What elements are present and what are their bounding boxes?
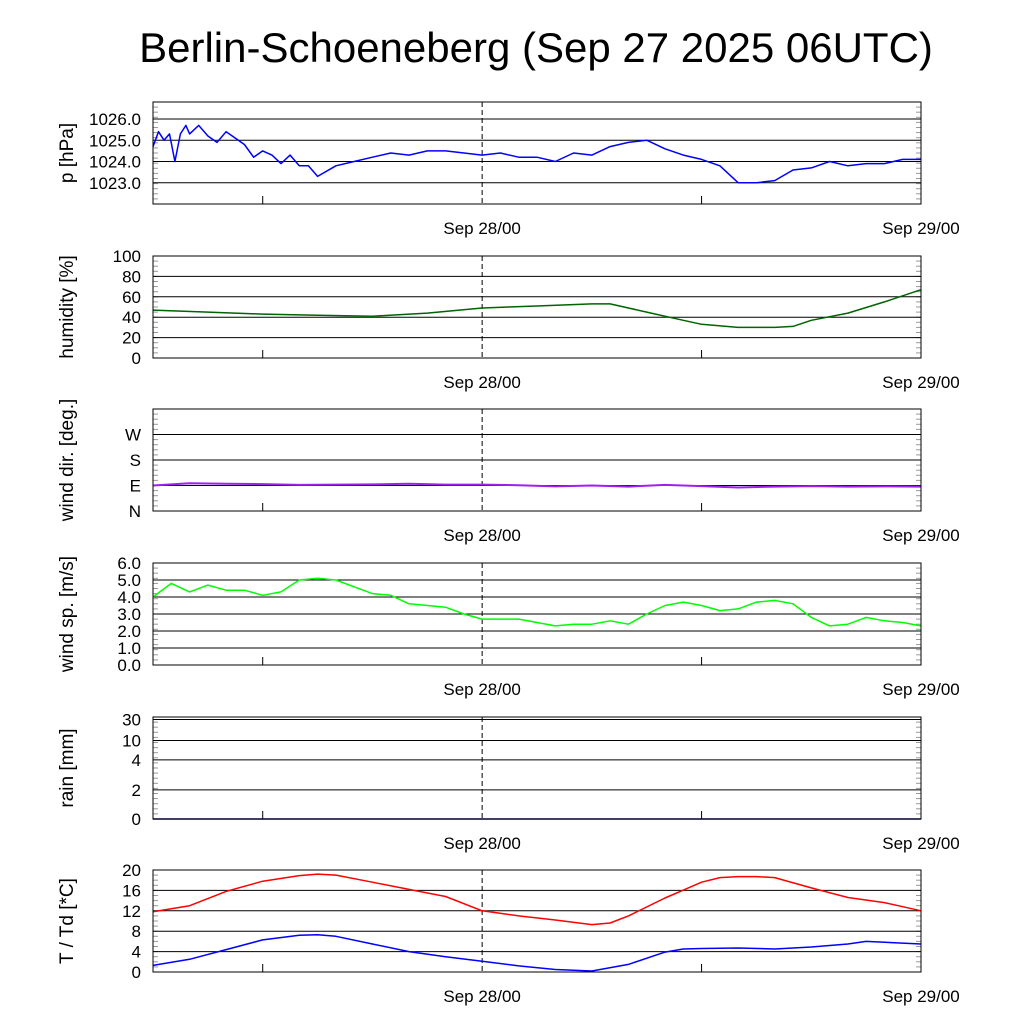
x-tick-label: Sep 28/00 [443, 680, 521, 699]
y-axis-label: humidity [%] [57, 255, 78, 358]
y-tick-label: 0 [132, 349, 141, 368]
y-tick-label: 4.0 [117, 588, 141, 607]
plot-frame [152, 562, 922, 666]
y-tick-label: 80 [122, 267, 141, 286]
y-tick-label: 1026.0 [89, 110, 141, 129]
y-axis-label: p [hPa] [57, 123, 78, 183]
y-tick-label: 0 [132, 810, 141, 829]
y-tick-label: 20 [122, 861, 141, 880]
x-tick-label: Sep 29/00 [882, 987, 960, 1006]
y-axis-label: wind dir. [deg.] [57, 399, 78, 523]
x-tick-label: Sep 28/00 [443, 834, 521, 853]
y-tick-label: 0 [132, 963, 141, 982]
y-tick-label: 1023.0 [89, 174, 141, 193]
y-tick-label: 40 [122, 308, 141, 327]
y-tick-label: 2 [132, 781, 141, 800]
y-tick-label: 6.0 [117, 554, 141, 573]
y-tick-label: 60 [122, 288, 141, 307]
y-axis-label: wind sp. [m/s] [57, 556, 78, 673]
y-tick-label: E [130, 477, 141, 496]
plot-frame [152, 101, 922, 205]
y-tick-label: 1025.0 [89, 131, 141, 150]
y-tick-label: 5.0 [117, 571, 141, 590]
series-t [152, 873, 922, 926]
series-pressure [152, 124, 921, 184]
y-tick-label: 12 [122, 902, 141, 921]
x-tick-label: Sep 29/00 [882, 526, 960, 545]
y-tick-label: 1024.0 [89, 153, 141, 172]
series-wind-speed [152, 577, 922, 627]
plot-frame [152, 716, 922, 820]
y-tick-label: 100 [113, 247, 141, 266]
y-tick-label: S [130, 451, 141, 470]
y-tick-label: N [129, 502, 141, 521]
y-tick-label: 8 [132, 922, 141, 941]
y-axis-label: rain [mm] [57, 728, 78, 807]
x-tick-label: Sep 29/00 [882, 373, 960, 392]
x-tick-label: Sep 29/00 [882, 680, 960, 699]
series-humidity [152, 288, 922, 329]
x-tick-label: Sep 28/00 [443, 219, 521, 238]
y-tick-label: W [125, 426, 141, 445]
series-wind-direction [152, 482, 922, 489]
plot-frame [152, 408, 922, 512]
y-tick-label: 1.0 [117, 639, 141, 658]
y-tick-label: 4 [132, 751, 141, 770]
plot-frame [152, 869, 922, 973]
x-tick-label: Sep 29/00 [882, 834, 960, 853]
y-tick-label: 0.0 [117, 656, 141, 675]
y-tick-label: 3.0 [117, 605, 141, 624]
x-tick-label: Sep 28/00 [443, 987, 521, 1006]
y-tick-label: 2.0 [117, 622, 141, 641]
y-tick-label: 10 [122, 731, 141, 750]
y-tick-label: 4 [132, 943, 141, 962]
panel-wind_speed: 0.01.02.03.04.05.06.0 Sep 28/00 Sep 29/00 w… [57, 554, 960, 699]
y-axis-label: T / Td [*C] [57, 878, 78, 964]
y-tick-label: 16 [122, 881, 141, 900]
x-tick-label: Sep 29/00 [882, 219, 960, 238]
panel-pressure: 1023.0 1024.0 1025.0 1026.0 Sep 28/00 Sep 29/… [57, 101, 960, 238]
y-tick-label: 20 [122, 329, 141, 348]
chart-title: Berlin-Schoeneberg (Sep 27 2025 06UTC) [139, 24, 933, 71]
series-td [152, 934, 922, 972]
x-tick-label: Sep 28/00 [443, 373, 521, 392]
plot-frame [152, 255, 922, 359]
x-tick-label: Sep 28/00 [443, 526, 521, 545]
y-tick-label: 30 [122, 711, 141, 730]
